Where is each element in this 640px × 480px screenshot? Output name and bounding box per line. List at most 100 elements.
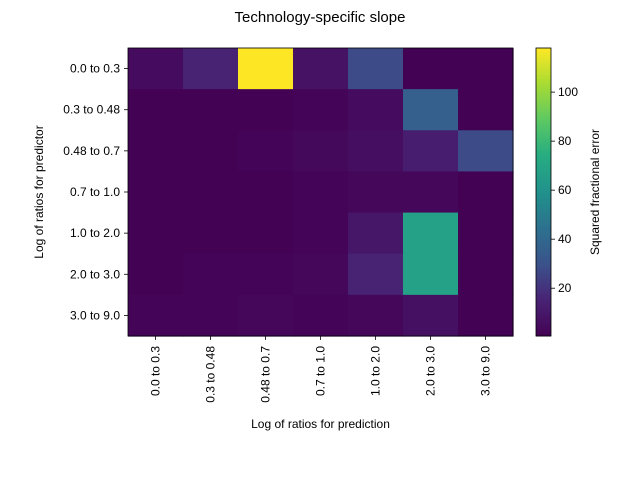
colorbar-tick-label: 40	[558, 232, 572, 246]
colorbar-segment	[536, 81, 551, 85]
colorbar-segment	[536, 246, 551, 250]
colorbar-segment	[536, 108, 551, 112]
x-tick-label: 3.0 to 9.0	[479, 346, 493, 396]
heatmap-cell	[458, 212, 514, 255]
colorbar-segment	[536, 129, 551, 133]
colorbar-segment	[536, 99, 551, 103]
heatmap-cell	[403, 89, 459, 131]
colorbar-segment	[536, 156, 551, 160]
colorbar-segment	[536, 63, 551, 67]
colorbar-segment	[536, 138, 551, 142]
y-axis-label: Log of ratios for predictor	[32, 125, 46, 258]
colorbar-segment	[536, 168, 551, 172]
heatmap-cell	[183, 89, 239, 131]
colorbar-segment	[536, 135, 551, 139]
colorbar-segment	[536, 207, 551, 211]
colorbar-segment	[536, 69, 551, 73]
heatmap-cell	[293, 294, 349, 337]
colorbar-segment	[536, 180, 551, 184]
y-axis-ticks: 0.0 to 0.3 0.3 to 0.48 0.48 to 0.7 0.7 to 1…	[63, 62, 128, 322]
colorbar-segment	[536, 288, 551, 292]
heatmap-cell	[128, 253, 184, 296]
colorbar-segment	[536, 210, 551, 214]
colorbar-segment	[536, 123, 551, 127]
colorbar-tick-label: 80	[558, 134, 572, 148]
colorbar-segment	[536, 111, 551, 115]
colorbar-segment	[536, 255, 551, 259]
colorbar-segment	[536, 165, 551, 169]
x-tick-label: 0.3 to 0.48	[204, 346, 218, 403]
colorbar-segment	[536, 204, 551, 208]
colorbar-segment	[536, 303, 551, 307]
y-tick-label: 3.0 to 9.0	[70, 308, 120, 322]
heatmap-cell	[458, 253, 514, 296]
heatmap-cell	[348, 294, 404, 337]
colorbar-segment	[536, 234, 551, 238]
colorbar-segment	[536, 102, 551, 106]
colorbar-segment	[536, 171, 551, 175]
heatmap-cell	[348, 171, 404, 214]
colorbar-segment	[536, 48, 551, 52]
y-tick-label: 2.0 to 3.0	[70, 267, 120, 281]
colorbar-segment	[536, 276, 551, 280]
colorbar-segment	[536, 324, 551, 328]
heatmap-cell	[403, 212, 459, 255]
colorbar-segment	[536, 201, 551, 205]
heatmap-cell	[128, 89, 184, 131]
y-tick-label: 1.0 to 2.0	[70, 226, 120, 240]
colorbar-segment	[536, 189, 551, 193]
x-tick-label: 1.0 to 2.0	[369, 346, 383, 396]
colorbar-segment	[536, 96, 551, 100]
heatmap-cell	[238, 89, 294, 131]
colorbar-segment	[536, 333, 551, 337]
colorbar-segment	[536, 306, 551, 310]
heatmap-cell	[183, 130, 239, 173]
colorbar-segment	[536, 57, 551, 61]
x-tick-label: 2.0 to 3.0	[424, 346, 438, 396]
heatmap-cell	[458, 294, 514, 337]
colorbar-segment	[536, 279, 551, 283]
colorbar-segment	[536, 147, 551, 151]
heatmap-cell	[293, 212, 349, 255]
colorbar-segment	[536, 267, 551, 271]
colorbar-segment	[536, 222, 551, 226]
x-tick-label: 0.48 to 0.7	[259, 346, 273, 403]
heatmap-cell	[128, 212, 184, 255]
colorbar-segment	[536, 120, 551, 124]
colorbar-segment	[536, 315, 551, 319]
colorbar-segment	[536, 264, 551, 268]
colorbar-segment	[536, 237, 551, 241]
y-tick-label: 0.0 to 0.3	[70, 62, 120, 76]
heatmap-cell	[293, 48, 349, 90]
colorbar-segment	[536, 321, 551, 325]
colorbar-segment	[536, 261, 551, 265]
colorbar-tick-label: 20	[558, 281, 572, 295]
colorbar	[535, 47, 552, 337]
colorbar-segment	[536, 294, 551, 298]
heatmap-cell	[348, 212, 404, 255]
heatmap-cell	[458, 48, 514, 90]
colorbar-segment	[536, 153, 551, 157]
heatmap-cell	[403, 48, 459, 90]
colorbar-segment	[536, 195, 551, 199]
colorbar-segment	[536, 87, 551, 91]
colorbar-ticks: 20 40 60 80 100	[551, 85, 578, 295]
colorbar-segment	[536, 330, 551, 334]
colorbar-segment	[536, 75, 551, 79]
heatmap-cell	[183, 171, 239, 214]
y-tick-label: 0.48 to 0.7	[63, 144, 120, 158]
heatmap-cell	[238, 171, 294, 214]
colorbar-segment	[536, 114, 551, 118]
heatmap-cell	[348, 130, 404, 173]
colorbar-segment	[536, 312, 551, 316]
colorbar-segment	[536, 285, 551, 289]
heatmap-cell	[128, 48, 184, 90]
colorbar-segment	[536, 216, 551, 220]
heatmap-cell	[183, 48, 239, 90]
colorbar-segment	[536, 90, 551, 94]
colorbar-segment	[536, 105, 551, 109]
colorbar-segment	[536, 240, 551, 244]
y-tick-label: 0.3 to 0.48	[63, 103, 120, 117]
heatmap-cell	[348, 253, 404, 296]
